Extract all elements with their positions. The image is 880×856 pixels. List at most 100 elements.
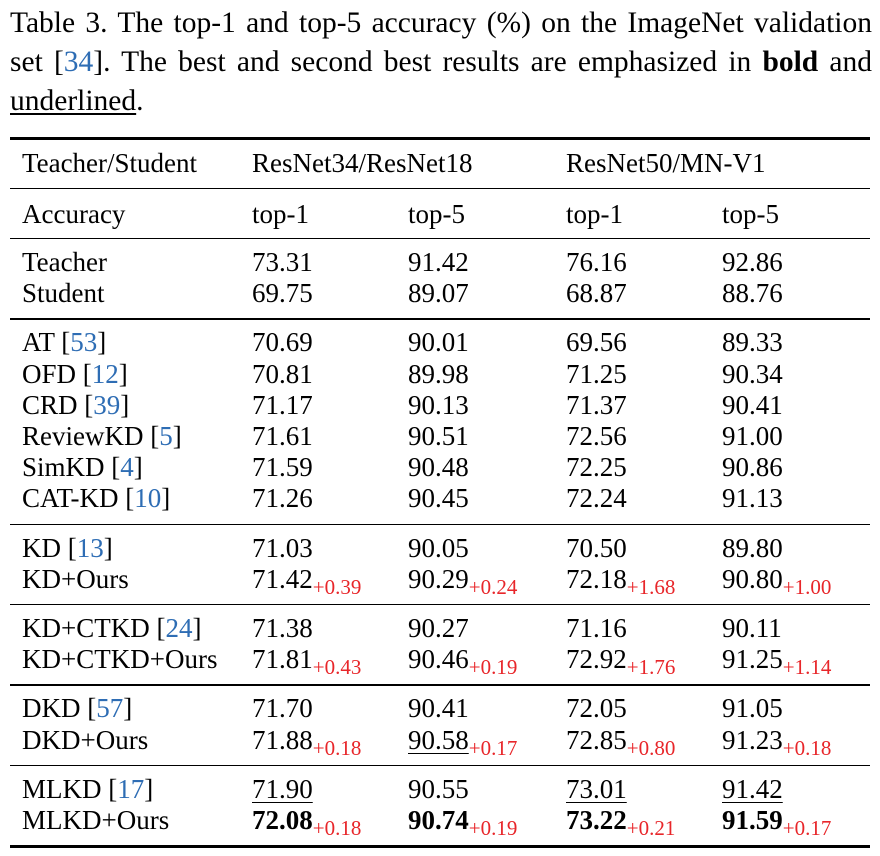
accuracy-number: 90.45 [408, 483, 469, 514]
citation-link[interactable]: 39 [93, 389, 121, 420]
row-method-name: Teacher [22, 247, 107, 277]
accuracy-number: 71.38 [252, 613, 313, 643]
accuracy-number: 72.92 [566, 644, 627, 675]
method-label: Teacher [22, 247, 108, 277]
accuracy-value: 89.07 [408, 278, 469, 308]
accuracy-value: 71.42+0.39 [252, 563, 362, 599]
accuracy-number: 69.56 [566, 327, 627, 358]
citation-link[interactable]: 12 [91, 358, 119, 389]
accuracy-value: 89.80 [722, 533, 783, 563]
accuracy-value: 71.61 [252, 421, 313, 451]
accuracy-number: 91.42 [408, 247, 469, 277]
improvement-delta: +0.43 [312, 655, 362, 680]
method-label: DKD [22, 693, 88, 724]
header-metric: top-5 [722, 199, 779, 229]
caption-text: and [818, 46, 872, 78]
citation-link[interactable]: 10 [134, 483, 162, 514]
accuracy-value: 73.22+0.21 [566, 805, 676, 840]
header-teacher-student: Teacher/Student [22, 148, 198, 178]
improvement-delta: +0.19 [468, 655, 518, 680]
citation-link[interactable]: 34 [63, 46, 94, 78]
accuracy-number: 91.23 [722, 724, 783, 755]
header-accuracy: Accuracy [22, 199, 126, 229]
accuracy-value: 70.50 [566, 533, 627, 563]
caption-text: ]. The best and second best results are … [93, 46, 763, 78]
accuracy-value: 90.34 [722, 359, 783, 389]
accuracy-value: 73.01 [566, 774, 627, 804]
accuracy-number: 70.50 [566, 532, 627, 563]
table-caption: Table 3. The top-1 and top-5 accuracy (%… [10, 4, 872, 121]
accuracy-value: 91.13 [722, 483, 783, 513]
row-method-name: OFD [12] [22, 358, 128, 389]
accuracy-number: 91.42 [722, 773, 783, 804]
bottom-rule [10, 845, 870, 848]
accuracy-number: 72.85 [566, 724, 627, 755]
accuracy-value: 72.24 [566, 483, 627, 513]
accuracy-number: 90.05 [408, 532, 469, 563]
citation-link[interactable]: 53 [70, 327, 98, 358]
caption-bold-word: bold [762, 46, 819, 78]
method-label: SimKD [22, 452, 112, 483]
accuracy-number: 72.18 [566, 563, 627, 594]
accuracy-value: 72.05 [566, 693, 627, 723]
citation-link[interactable]: 4 [120, 452, 134, 483]
accuracy-value: 90.27 [408, 613, 469, 643]
accuracy-number: 73.31 [252, 247, 313, 277]
accuracy-value: 71.81+0.43 [252, 644, 362, 680]
accuracy-value: 90.80+1.00 [722, 564, 831, 599]
header-metric: top-1 [252, 199, 309, 229]
accuracy-value: 90.01 [408, 327, 469, 357]
accuracy-number: 89.98 [408, 358, 469, 389]
accuracy-value: 91.42 [722, 774, 783, 804]
accuracy-number: 89.80 [722, 532, 783, 563]
improvement-delta: +0.21 [626, 816, 676, 840]
accuracy-value: 90.45 [408, 483, 469, 513]
row-method-name: KD [13] [22, 532, 113, 563]
method-label: OFD [22, 358, 83, 389]
accuracy-value: 90.74+0.19 [408, 805, 517, 840]
row-method-name: MLKD+Ours [22, 805, 169, 835]
accuracy-value: 90.41 [722, 390, 783, 420]
improvement-delta: +0.39 [312, 574, 362, 599]
header-model-pair: ResNet34/ResNet18 [252, 148, 473, 178]
accuracy-value: 72.92+1.76 [566, 644, 675, 679]
accuracy-value: 71.38 [252, 613, 313, 643]
accuracy-value: 69.56 [566, 327, 627, 357]
accuracy-value: 91.25+1.14 [722, 644, 831, 679]
group-rule [10, 684, 870, 686]
accuracy-value: 71.90 [252, 774, 313, 804]
accuracy-number: 71.59 [252, 452, 313, 483]
citation-link[interactable]: 13 [76, 532, 104, 563]
accuracy-value: 90.41 [408, 693, 469, 723]
method-label: ReviewKD [22, 421, 151, 451]
accuracy-value: 71.25 [566, 359, 627, 389]
method-label: MLKD [22, 773, 109, 804]
accuracy-number: 89.07 [408, 278, 469, 309]
accuracy-value: 71.17 [252, 390, 313, 420]
accuracy-value: 71.70 [252, 693, 313, 723]
accuracy-value: 88.76 [722, 278, 783, 308]
accuracy-number: 71.61 [252, 421, 313, 451]
accuracy-number: 90.11 [722, 613, 782, 643]
improvement-delta: +0.80 [626, 735, 676, 760]
citation-link[interactable]: 17 [117, 773, 145, 804]
header-rule [10, 188, 870, 190]
accuracy-value: 89.98 [408, 359, 469, 389]
accuracy-value: 90.46+0.19 [408, 644, 518, 680]
accuracy-number: 71.81 [252, 644, 313, 675]
method-label: MLKD+Ours [22, 805, 170, 835]
accuracy-number: 73.01 [566, 773, 627, 804]
accuracy-value: 91.05 [722, 693, 783, 723]
caption-text: . [136, 85, 144, 117]
citation-link[interactable]: 24 [165, 613, 193, 643]
row-method-name: Student [22, 278, 105, 308]
accuracy-value: 71.26 [252, 483, 313, 513]
accuracy-number: 90.29 [408, 563, 469, 594]
citation-link[interactable]: 57 [96, 693, 124, 724]
accuracy-number: 90.34 [722, 358, 783, 389]
citation-link[interactable]: 5 [159, 421, 173, 451]
accuracy-value: 90.58+0.17 [408, 725, 517, 760]
accuracy-number: 71.42 [252, 563, 313, 594]
accuracy-value: 91.59+0.17 [722, 805, 831, 840]
accuracy-value: 90.13 [408, 390, 469, 420]
